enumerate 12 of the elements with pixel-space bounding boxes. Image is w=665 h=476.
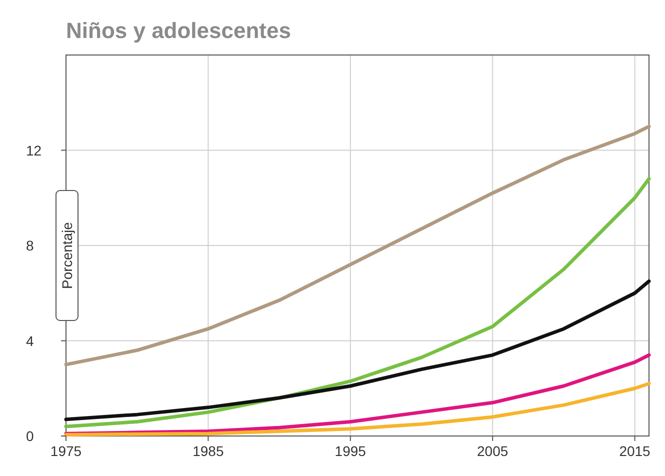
y-tick-label: 12 [26,142,42,158]
x-tick-label: 1985 [192,443,224,459]
y-tick-label: 4 [26,332,34,349]
chart-title: Niños y adolescentes [66,18,291,43]
x-tick-label: 2015 [619,443,651,459]
x-tick-label: 1975 [50,443,82,459]
y-tick-label: 8 [26,238,34,254]
x-tick-label: 1995 [334,443,366,459]
x-tick-label: 2005 [477,443,508,459]
y-tick-label: 0 [26,428,34,444]
y-axis-title: Porcentaje [59,222,75,289]
line-series [64,382,651,437]
